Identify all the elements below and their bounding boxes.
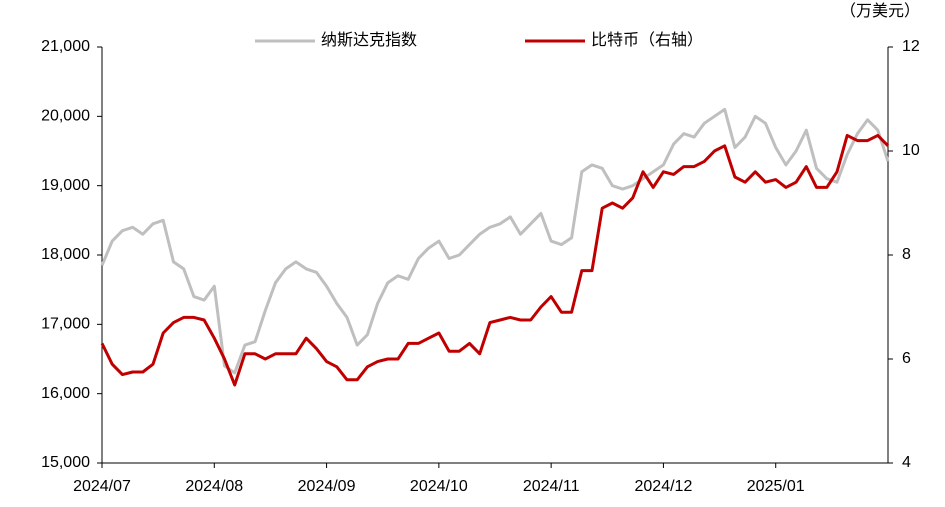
y-tick-label: 18,000 <box>41 246 90 263</box>
y2-tick-label: 10 <box>902 142 920 159</box>
y-tick-label: 15,000 <box>41 454 90 471</box>
legend-label: 比特币（右轴） <box>591 31 703 49</box>
x-tick-label: 2024/12 <box>635 478 693 495</box>
x-tick-label: 2024/08 <box>185 478 243 495</box>
series-line <box>100 107 890 375</box>
y-tick-label: 16,000 <box>41 385 90 402</box>
x-tick-label: 2024/10 <box>410 478 468 495</box>
y-tick-label: 17,000 <box>41 316 90 333</box>
x-tick-label: 2024/11 <box>523 478 580 495</box>
y-tick-label: 19,000 <box>41 177 90 194</box>
y-tick-label: 21,000 <box>41 38 90 55</box>
legend-label: 纳斯达克指数 <box>321 31 417 49</box>
x-tick-label: 2025/01 <box>747 478 805 495</box>
y-tick-label: 20,000 <box>41 108 90 125</box>
y2-unit-label: （万美元） <box>840 2 920 20</box>
y2-tick-label: 12 <box>902 38 920 55</box>
series-line <box>100 133 890 387</box>
y2-tick-label: 6 <box>902 350 911 367</box>
y2-tick-label: 4 <box>902 454 911 471</box>
y2-tick-label: 8 <box>902 246 911 263</box>
x-tick-label: 2024/09 <box>298 478 356 495</box>
x-tick-label: 2024/07 <box>73 478 131 495</box>
